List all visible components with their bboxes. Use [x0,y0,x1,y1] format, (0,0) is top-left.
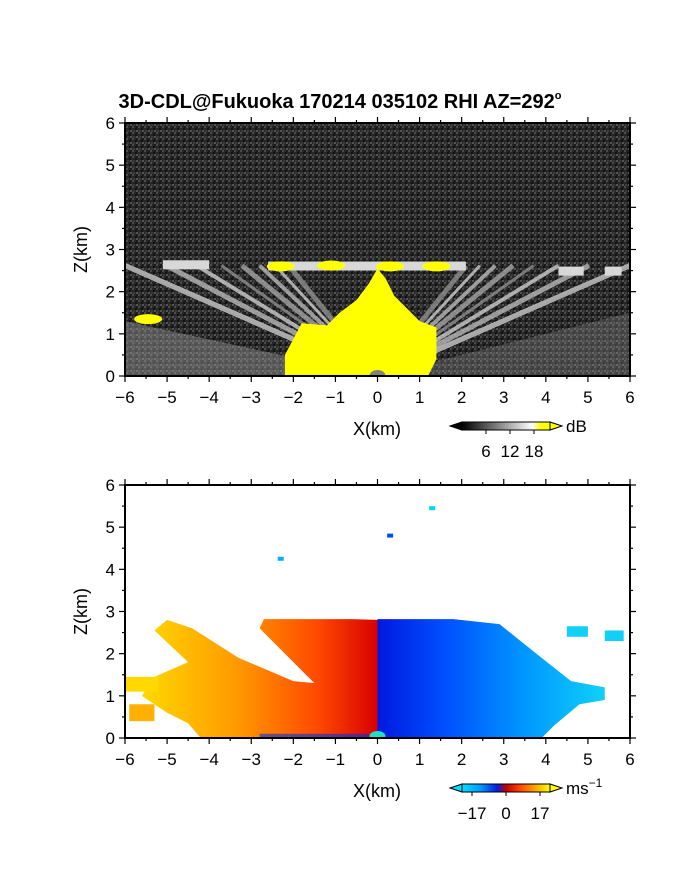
bottom-y-tick-label: 1 [106,687,115,706]
colorbar-tick-label: 17 [531,804,550,823]
bottom-x-tick-label: −6 [115,750,134,769]
colorbar-tick-label: 12 [501,442,520,461]
bottom-y-tick-label: 3 [106,603,115,622]
colorbar-tick-label: −17 [458,804,487,823]
strong-echo-blob [422,261,451,272]
doppler-velocity-panel: −6 −5 −4 −3 −2 −1 0 1 2 3 4 5 6 0 1 2 3 4 5 6 X(km) Z(km) −17 0… [71,476,636,823]
velocity-field [125,506,624,738]
top-x-tick-label: −2 [284,388,303,407]
strong-echo-blob [376,261,405,272]
bottom-x-tick-label: 1 [415,750,424,769]
negative-velocity-patch [604,630,624,642]
colorbar-low-arrow [448,421,463,431]
strong-echo-blob [134,314,163,325]
top-x-tick-label: 2 [457,388,466,407]
top-y-tick-label: 6 [106,114,115,133]
bottom-y-tick-label: 4 [106,560,115,579]
layer-echo-segment [604,266,622,276]
bottom-x-tick-label: −1 [326,750,345,769]
top-y-tick-label: 5 [106,156,115,175]
positive-velocity-region [141,619,378,738]
top-y-axis-label: Z(km) [71,226,91,273]
colorbar-bar [461,421,551,431]
strong-echo-blob [266,261,295,272]
bottom-x-tick-label: 2 [457,750,466,769]
positive-velocity-patch [129,704,155,722]
top-x-tick-label: −5 [157,388,176,407]
origin-ground-echo [369,370,386,376]
colorbar-tick-label: 6 [481,442,490,461]
colorbar-high-arrow [549,783,564,793]
top-x-tick-label: 6 [625,388,634,407]
top-x-axis-label: X(km) [353,419,401,439]
colorbar-low-arrow [448,783,463,793]
reflectivity-field [125,123,630,376]
colorbar-tick-label: 0 [501,804,510,823]
bottom-x-tick-label: 5 [583,750,592,769]
colorbar-unit: ms−1 [566,776,603,798]
bottom-y-tick-label: 2 [106,645,115,664]
top-y-tick-label: 0 [106,367,115,386]
top-y-tick-label: 3 [106,241,115,260]
isolated-velocity-point [387,533,394,538]
top-x-tick-label: −6 [115,388,134,407]
top-x-tick-label: −1 [326,388,345,407]
ground-clutter-strip [259,733,370,738]
positive-velocity-patch [125,676,159,692]
bottom-x-tick-label: 6 [625,750,634,769]
bottom-y-tick-label: 5 [106,518,115,537]
low-beam-haze-right [377,312,630,376]
bottom-x-axis-label: X(km) [353,781,401,801]
colorbar-tick-label: 18 [525,442,544,461]
bottom-x-tick-label: −3 [242,750,261,769]
strong-echo-blob [317,260,346,271]
bottom-y-axis-label: Z(km) [71,588,91,635]
top-y-tick-label: 1 [106,325,115,344]
layer-echo-segment [558,266,584,276]
bottom-x-tick-label: −4 [199,750,218,769]
near-zero-origin [369,731,386,738]
top-x-tick-label: −3 [242,388,261,407]
top-x-tick-label: 4 [541,388,550,407]
top-x-tick-label: 0 [373,388,382,407]
bottom-x-tick-label: −5 [157,750,176,769]
bottom-x-tick-label: 3 [499,750,508,769]
bottom-y-tick-label: 6 [106,476,115,495]
bottom-x-tick-label: −2 [284,750,303,769]
isolated-velocity-point [429,506,436,511]
bottom-y-tick-label: 0 [106,729,115,748]
top-x-tick-label: 3 [499,388,508,407]
strong-echo-region [284,268,437,376]
negative-velocity-region [377,619,605,738]
chart-title: 3D-CDL@Fukuoka 170214 035102 RHI AZ=292o [119,90,562,113]
top-x-tick-label: 5 [583,388,592,407]
top-y-tick-label: 2 [106,283,115,302]
colorbar-high-arrow [549,421,564,431]
layer-echo-segment [162,260,210,270]
isolated-velocity-point [277,556,284,561]
colorbar-unit: dB [566,417,587,436]
layer-echo-segment [268,261,466,271]
top-x-tick-label: 1 [415,388,424,407]
top-y-tick-label: 4 [106,198,115,217]
bottom-x-tick-label: 4 [541,750,550,769]
negative-velocity-patch [566,626,588,637]
colorbar-bar [461,783,551,793]
top-x-tick-label: −4 [199,388,218,407]
bottom-x-tick-label: 0 [373,750,382,769]
